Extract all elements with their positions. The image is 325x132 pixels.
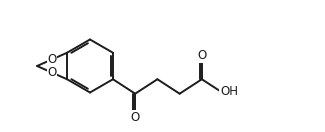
Text: O: O — [197, 49, 206, 62]
Text: OH: OH — [220, 85, 238, 98]
Text: O: O — [47, 66, 57, 79]
Text: O: O — [47, 53, 57, 66]
Text: O: O — [131, 111, 140, 124]
